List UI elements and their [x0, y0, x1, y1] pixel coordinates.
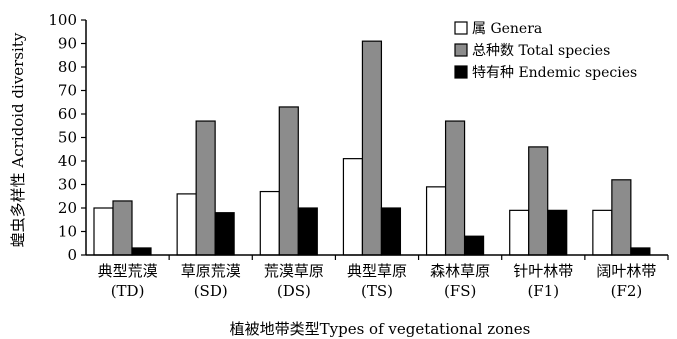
x-tick-label-code: (DS) — [277, 282, 311, 300]
x-tick-label-code: (TD) — [111, 282, 145, 300]
y-axis: 0 10 20 30 40 50 60 70 80 90 100 — [48, 11, 87, 264]
bar — [131, 247, 152, 256]
x-tick-label: 典型荒漠 — [98, 262, 158, 280]
legend-swatch — [454, 21, 468, 35]
legend-swatch — [454, 43, 468, 57]
bar — [214, 212, 235, 256]
bar — [611, 179, 632, 256]
y-tick-label: 90 — [58, 35, 77, 53]
bar — [297, 207, 318, 256]
x-tick-label-code: (FS) — [444, 282, 476, 300]
bar — [361, 40, 383, 256]
x-axis-title: 植被地带类型Types of vegetational zones — [230, 320, 531, 338]
y-tick-label: 30 — [58, 176, 77, 194]
bar — [93, 207, 114, 256]
bar — [176, 193, 197, 256]
x-axis: 典型荒漠 (TD) 草原荒漠 (SD) 荒漠草原 (DS) 典型草原 (TS) 森林草原 (FS)… — [86, 254, 669, 300]
y-tick-label: 20 — [58, 199, 77, 217]
legend-label: 特有种 Endemic species — [472, 65, 637, 81]
legend-swatch — [454, 65, 468, 79]
bar — [630, 247, 651, 256]
bar — [592, 209, 613, 256]
legend-label: 属 Genera — [472, 21, 542, 37]
bar — [547, 209, 568, 256]
bar — [278, 106, 299, 256]
bar — [342, 158, 364, 256]
y-tick-label: 60 — [58, 105, 77, 123]
bar — [425, 186, 447, 256]
x-tick-label: 森林草原 — [430, 262, 490, 280]
x-tick-label: 草原荒漠 — [181, 262, 241, 280]
x-tick-label-code: (SD) — [194, 282, 228, 300]
bar — [444, 120, 466, 256]
y-tick-label: 10 — [58, 223, 77, 241]
x-tick-label: 典型草原 — [347, 262, 407, 280]
bar — [259, 190, 280, 256]
bar — [112, 200, 133, 256]
x-tick-label: 阔叶林带 — [596, 262, 656, 280]
y-tick-label: 50 — [58, 129, 77, 147]
x-tick-label-code: (F2) — [611, 282, 643, 300]
legend-label: 总种数 Total species — [472, 43, 610, 59]
bar — [463, 235, 485, 256]
bar — [528, 146, 549, 256]
plot-area — [93, 40, 651, 256]
y-axis-title: 蝗虫多样性 Acridoid diversity — [9, 32, 27, 247]
y-tick-label: 0 — [67, 246, 77, 264]
y-tick-label: 40 — [58, 152, 77, 170]
legend: 属 Genera 总种数 Total species 特有种 Endemic spe… — [454, 21, 637, 81]
bar — [380, 207, 402, 256]
y-tick-label: 100 — [48, 11, 77, 29]
x-tick-label: 荒漠草原 — [264, 262, 324, 280]
x-tick-label-code: (F1) — [527, 282, 559, 300]
y-tick-label: 70 — [58, 82, 77, 100]
bar — [195, 120, 216, 256]
x-tick-label: 针叶林带 — [513, 262, 573, 280]
x-tick-label-code: (TS) — [361, 282, 393, 300]
y-tick-label: 80 — [58, 58, 77, 76]
bar — [509, 209, 530, 256]
